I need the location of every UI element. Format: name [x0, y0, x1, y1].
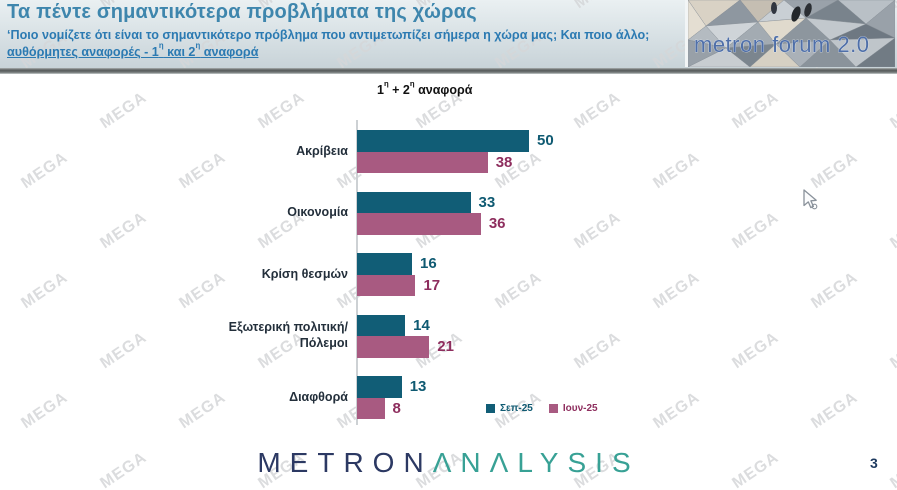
- page-number: 3: [870, 455, 878, 471]
- bar-series-1: [357, 130, 529, 152]
- bar-series-2: [357, 336, 430, 358]
- brand-metron: METRON: [257, 447, 433, 478]
- chart-title: 1η + 2η αναφορά: [377, 78, 473, 98]
- bar-series-1: [357, 376, 402, 398]
- bar-series-1: [357, 253, 413, 275]
- legend-swatch: [486, 404, 495, 413]
- note-superscript: η: [158, 40, 164, 50]
- bar-series-2: [357, 151, 488, 173]
- value-label: 38: [495, 153, 513, 171]
- header-divider: [0, 68, 897, 74]
- slide-title: Τα πέντε σημαντικότερα προβλήματα της χώ…: [7, 1, 477, 23]
- chart-title-superscript: η: [409, 78, 415, 88]
- value-label: 21: [437, 338, 454, 355]
- bar-series-2: [357, 213, 481, 235]
- bar-series-1: [357, 191, 471, 213]
- value-label: 33: [478, 193, 496, 211]
- chart-axis-line: [356, 120, 358, 425]
- value-label: 14: [413, 316, 430, 334]
- value-label: 13: [409, 378, 427, 395]
- chart-title-superscript: η: [383, 78, 389, 88]
- chart-legend: Σεπ-25 Ιουν-25: [486, 403, 598, 414]
- brand-analysis: ΛNΛLYSIS: [432, 447, 640, 478]
- slide-header: Τα πέντε σημαντικότερα προβλήματα της χώ…: [0, 0, 690, 68]
- value-label: 17: [423, 276, 441, 294]
- category-label: Διαφθορά: [289, 389, 348, 404]
- legend-item: Σεπ-25: [486, 403, 533, 414]
- slide-subtitle: ‘Ποιο νομίζετε ότι είναι το σημαντικότερ…: [7, 28, 650, 42]
- chart-title-text: + 2: [388, 83, 410, 98]
- note-text: αυθόρμητες αναφορές - 1: [7, 45, 159, 60]
- slide-note: αυθόρμητες αναφορές - 1η και 2η αναφορά: [7, 40, 259, 60]
- note-text: αναφορά: [200, 45, 259, 60]
- category-label: Ακρίβεια: [296, 143, 348, 158]
- bar-series-2: [357, 274, 416, 296]
- legend-label: Ιουν-25: [562, 403, 598, 414]
- footer: METRONΛNΛLYSIS 3: [0, 444, 897, 490]
- value-label: 8: [392, 399, 401, 417]
- category-label: Κρίση θεσμών: [261, 266, 348, 281]
- value-label: 50: [537, 132, 554, 149]
- chart-title-text: αναφορά: [414, 83, 473, 98]
- value-label: 36: [488, 215, 506, 232]
- note-text: και 2: [163, 45, 196, 60]
- metron-forum-logo-text: metron forum 2.0: [694, 32, 870, 57]
- mouse-cursor: [803, 189, 818, 210]
- legend-label: Σεπ-25: [500, 403, 533, 414]
- metron-forum-banner: metron forum 2.0: [685, 0, 897, 68]
- category-label: Οικονομία: [287, 205, 348, 220]
- category-label: Εξωτερική πολιτική/Πόλεμοι: [228, 320, 348, 350]
- bar-series-2: [357, 397, 385, 419]
- bar-series-1: [357, 314, 406, 336]
- legend-item: Ιουν-25: [548, 403, 598, 414]
- note-superscript: η: [195, 40, 201, 50]
- value-label: 16: [420, 255, 437, 272]
- legend-swatch: [548, 404, 558, 413]
- chart-title-text: 1: [377, 83, 384, 98]
- mosaic-photo: metron forum 2.0: [687, 0, 896, 68]
- metron-analysis-logo: METRONΛNΛLYSIS: [0, 447, 897, 479]
- people-silhouettes: [771, 2, 812, 22]
